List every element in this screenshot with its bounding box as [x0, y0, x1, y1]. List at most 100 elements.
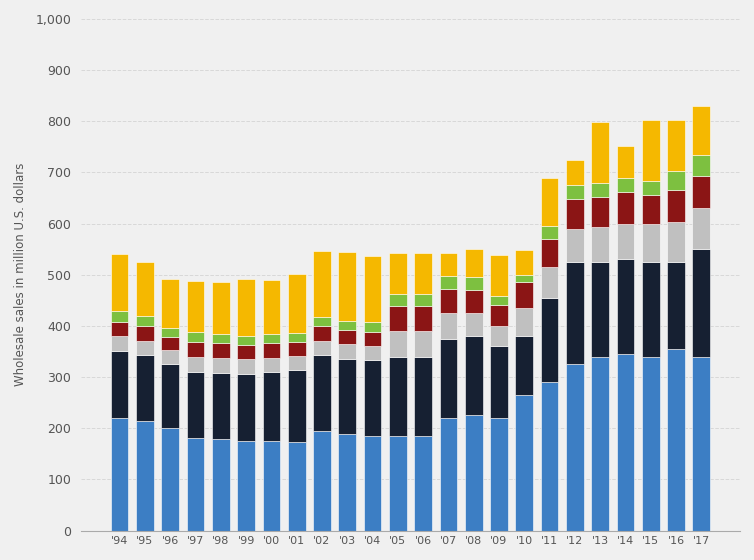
- Bar: [566, 160, 584, 185]
- Bar: [313, 340, 331, 355]
- Bar: [566, 262, 584, 364]
- Bar: [111, 418, 128, 530]
- Y-axis label: Wholesale sales in million U.S. dollars: Wholesale sales in million U.S. dollars: [14, 163, 27, 386]
- Bar: [566, 364, 584, 530]
- Bar: [617, 192, 634, 223]
- Bar: [136, 355, 154, 421]
- Bar: [389, 357, 406, 436]
- Bar: [667, 222, 685, 262]
- Bar: [339, 321, 356, 330]
- Bar: [617, 354, 634, 530]
- Bar: [363, 323, 382, 332]
- Bar: [414, 306, 432, 331]
- Bar: [440, 339, 457, 418]
- Bar: [136, 263, 154, 316]
- Bar: [212, 358, 230, 373]
- Bar: [667, 349, 685, 530]
- Bar: [414, 293, 432, 306]
- Bar: [187, 332, 204, 342]
- Bar: [667, 120, 685, 171]
- Bar: [238, 279, 255, 335]
- Bar: [591, 183, 609, 198]
- Bar: [642, 262, 660, 357]
- Bar: [262, 334, 280, 343]
- Bar: [212, 334, 230, 343]
- Bar: [667, 262, 685, 349]
- Bar: [187, 281, 204, 332]
- Bar: [161, 337, 179, 350]
- Bar: [541, 267, 559, 298]
- Bar: [464, 416, 483, 530]
- Bar: [389, 331, 406, 357]
- Bar: [440, 276, 457, 288]
- Bar: [414, 357, 432, 436]
- Bar: [212, 440, 230, 530]
- Bar: [238, 335, 255, 345]
- Bar: [339, 435, 356, 530]
- Bar: [111, 254, 128, 311]
- Bar: [288, 370, 305, 442]
- Bar: [136, 316, 154, 326]
- Bar: [490, 346, 508, 418]
- Bar: [642, 181, 660, 195]
- Bar: [667, 190, 685, 222]
- Bar: [414, 331, 432, 357]
- Bar: [464, 277, 483, 290]
- Bar: [642, 223, 660, 262]
- Bar: [541, 298, 559, 382]
- Bar: [111, 322, 128, 336]
- Bar: [288, 342, 305, 356]
- Bar: [363, 360, 382, 436]
- Bar: [414, 253, 432, 293]
- Bar: [490, 326, 508, 346]
- Bar: [161, 428, 179, 530]
- Bar: [288, 356, 305, 370]
- Bar: [591, 198, 609, 227]
- Bar: [541, 239, 559, 267]
- Bar: [440, 418, 457, 530]
- Bar: [516, 275, 533, 282]
- Bar: [111, 336, 128, 352]
- Bar: [389, 436, 406, 530]
- Bar: [339, 358, 356, 435]
- Bar: [238, 375, 255, 441]
- Bar: [187, 372, 204, 438]
- Bar: [161, 328, 179, 337]
- Bar: [238, 441, 255, 530]
- Bar: [187, 342, 204, 357]
- Bar: [136, 421, 154, 530]
- Bar: [262, 441, 280, 530]
- Bar: [617, 223, 634, 259]
- Bar: [212, 282, 230, 334]
- Bar: [262, 343, 280, 358]
- Bar: [464, 313, 483, 336]
- Bar: [212, 343, 230, 358]
- Bar: [440, 313, 457, 339]
- Bar: [339, 330, 356, 344]
- Bar: [440, 253, 457, 276]
- Bar: [490, 296, 508, 305]
- Bar: [161, 364, 179, 428]
- Bar: [389, 253, 406, 293]
- Bar: [238, 345, 255, 359]
- Bar: [566, 228, 584, 262]
- Bar: [187, 438, 204, 530]
- Bar: [591, 227, 609, 262]
- Bar: [667, 171, 685, 190]
- Bar: [692, 176, 710, 208]
- Bar: [541, 226, 559, 239]
- Bar: [262, 281, 280, 334]
- Bar: [617, 178, 634, 192]
- Bar: [490, 305, 508, 326]
- Bar: [642, 195, 660, 223]
- Bar: [541, 382, 559, 530]
- Bar: [591, 357, 609, 530]
- Bar: [313, 251, 331, 317]
- Bar: [566, 199, 584, 228]
- Bar: [490, 418, 508, 530]
- Bar: [642, 357, 660, 530]
- Bar: [516, 250, 533, 275]
- Bar: [313, 431, 331, 530]
- Bar: [692, 155, 710, 176]
- Bar: [238, 359, 255, 375]
